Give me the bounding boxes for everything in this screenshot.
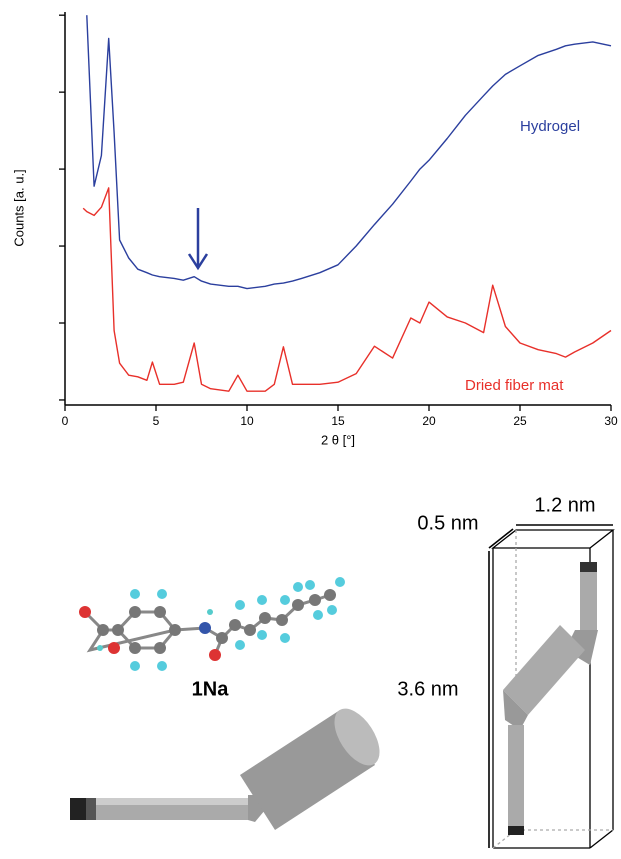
y-axis-label: Counts [a. u.] bbox=[11, 169, 26, 246]
x-tick-label: 0 bbox=[62, 414, 69, 428]
series-line bbox=[86, 15, 612, 290]
dimension-label: 0.5 nm bbox=[417, 512, 478, 534]
molecule-label: 1Na bbox=[192, 678, 230, 700]
dimension-label: 1.2 nm bbox=[534, 494, 595, 516]
x-tick-label: 30 bbox=[604, 414, 618, 428]
x-axis-label: 2 θ [°] bbox=[321, 432, 355, 447]
annotation: Hydrogel bbox=[520, 118, 580, 135]
series-line bbox=[82, 187, 612, 392]
x-tick-label: 5 bbox=[153, 414, 160, 428]
atoms bbox=[79, 577, 345, 671]
x-tick-label: 15 bbox=[331, 414, 345, 428]
x-tick-label: 20 bbox=[422, 414, 436, 428]
x-tick-label: 10 bbox=[240, 414, 254, 428]
x-tick-label: 25 bbox=[513, 414, 527, 428]
box bbox=[488, 524, 615, 849]
dimension-label: 3.6 nm bbox=[397, 678, 458, 700]
annotation: Dried fiber mat bbox=[465, 377, 564, 394]
bent-rod bbox=[70, 708, 380, 830]
arrow bbox=[187, 208, 209, 271]
box-rod bbox=[503, 562, 598, 835]
